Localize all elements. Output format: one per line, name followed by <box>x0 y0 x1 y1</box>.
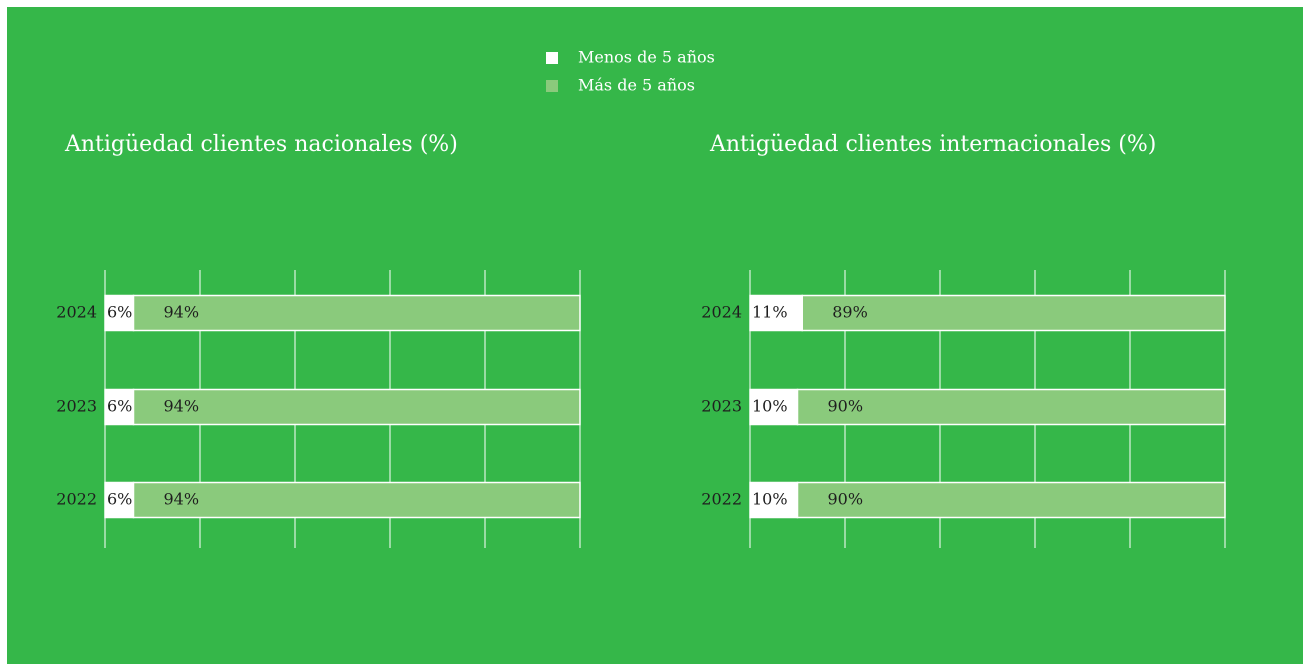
chart-title: Antigüedad clientes internacionales (%) <box>709 132 1156 157</box>
value-label: 10% <box>752 397 788 416</box>
bar-segment <box>749 388 799 426</box>
bar-segment <box>104 294 135 332</box>
value-label: 94% <box>164 397 200 416</box>
legend-label: Menos de 5 años <box>578 48 715 67</box>
value-label: 90% <box>828 490 864 509</box>
value-label: 10% <box>752 490 788 509</box>
value-label: 6% <box>107 490 132 509</box>
bar-segment <box>749 294 803 332</box>
bar-segment <box>796 388 1226 426</box>
value-label: 6% <box>107 397 132 416</box>
y-tick-label: 2023 <box>701 397 742 416</box>
bar-segment <box>132 481 581 519</box>
y-tick-label: 2024 <box>701 303 742 322</box>
y-tick-label: 2023 <box>56 397 97 416</box>
y-tick-label: 2024 <box>56 303 97 322</box>
background <box>7 7 1303 664</box>
bar-segment <box>801 294 1226 332</box>
legend-label: Más de 5 años <box>578 76 695 95</box>
value-label: 94% <box>164 490 200 509</box>
legend-swatch <box>546 80 558 92</box>
legend-swatch <box>546 52 558 64</box>
value-label: 11% <box>752 303 788 322</box>
value-label: 89% <box>832 303 868 322</box>
y-tick-label: 2022 <box>701 490 742 509</box>
value-label: 6% <box>107 303 132 322</box>
value-label: 94% <box>164 303 200 322</box>
bar-segment <box>796 481 1226 519</box>
chart-title: Antigüedad clientes nacionales (%) <box>64 132 458 157</box>
value-label: 90% <box>828 397 864 416</box>
bar-segment <box>132 388 581 426</box>
y-tick-label: 2022 <box>56 490 97 509</box>
bar-segment <box>132 294 581 332</box>
